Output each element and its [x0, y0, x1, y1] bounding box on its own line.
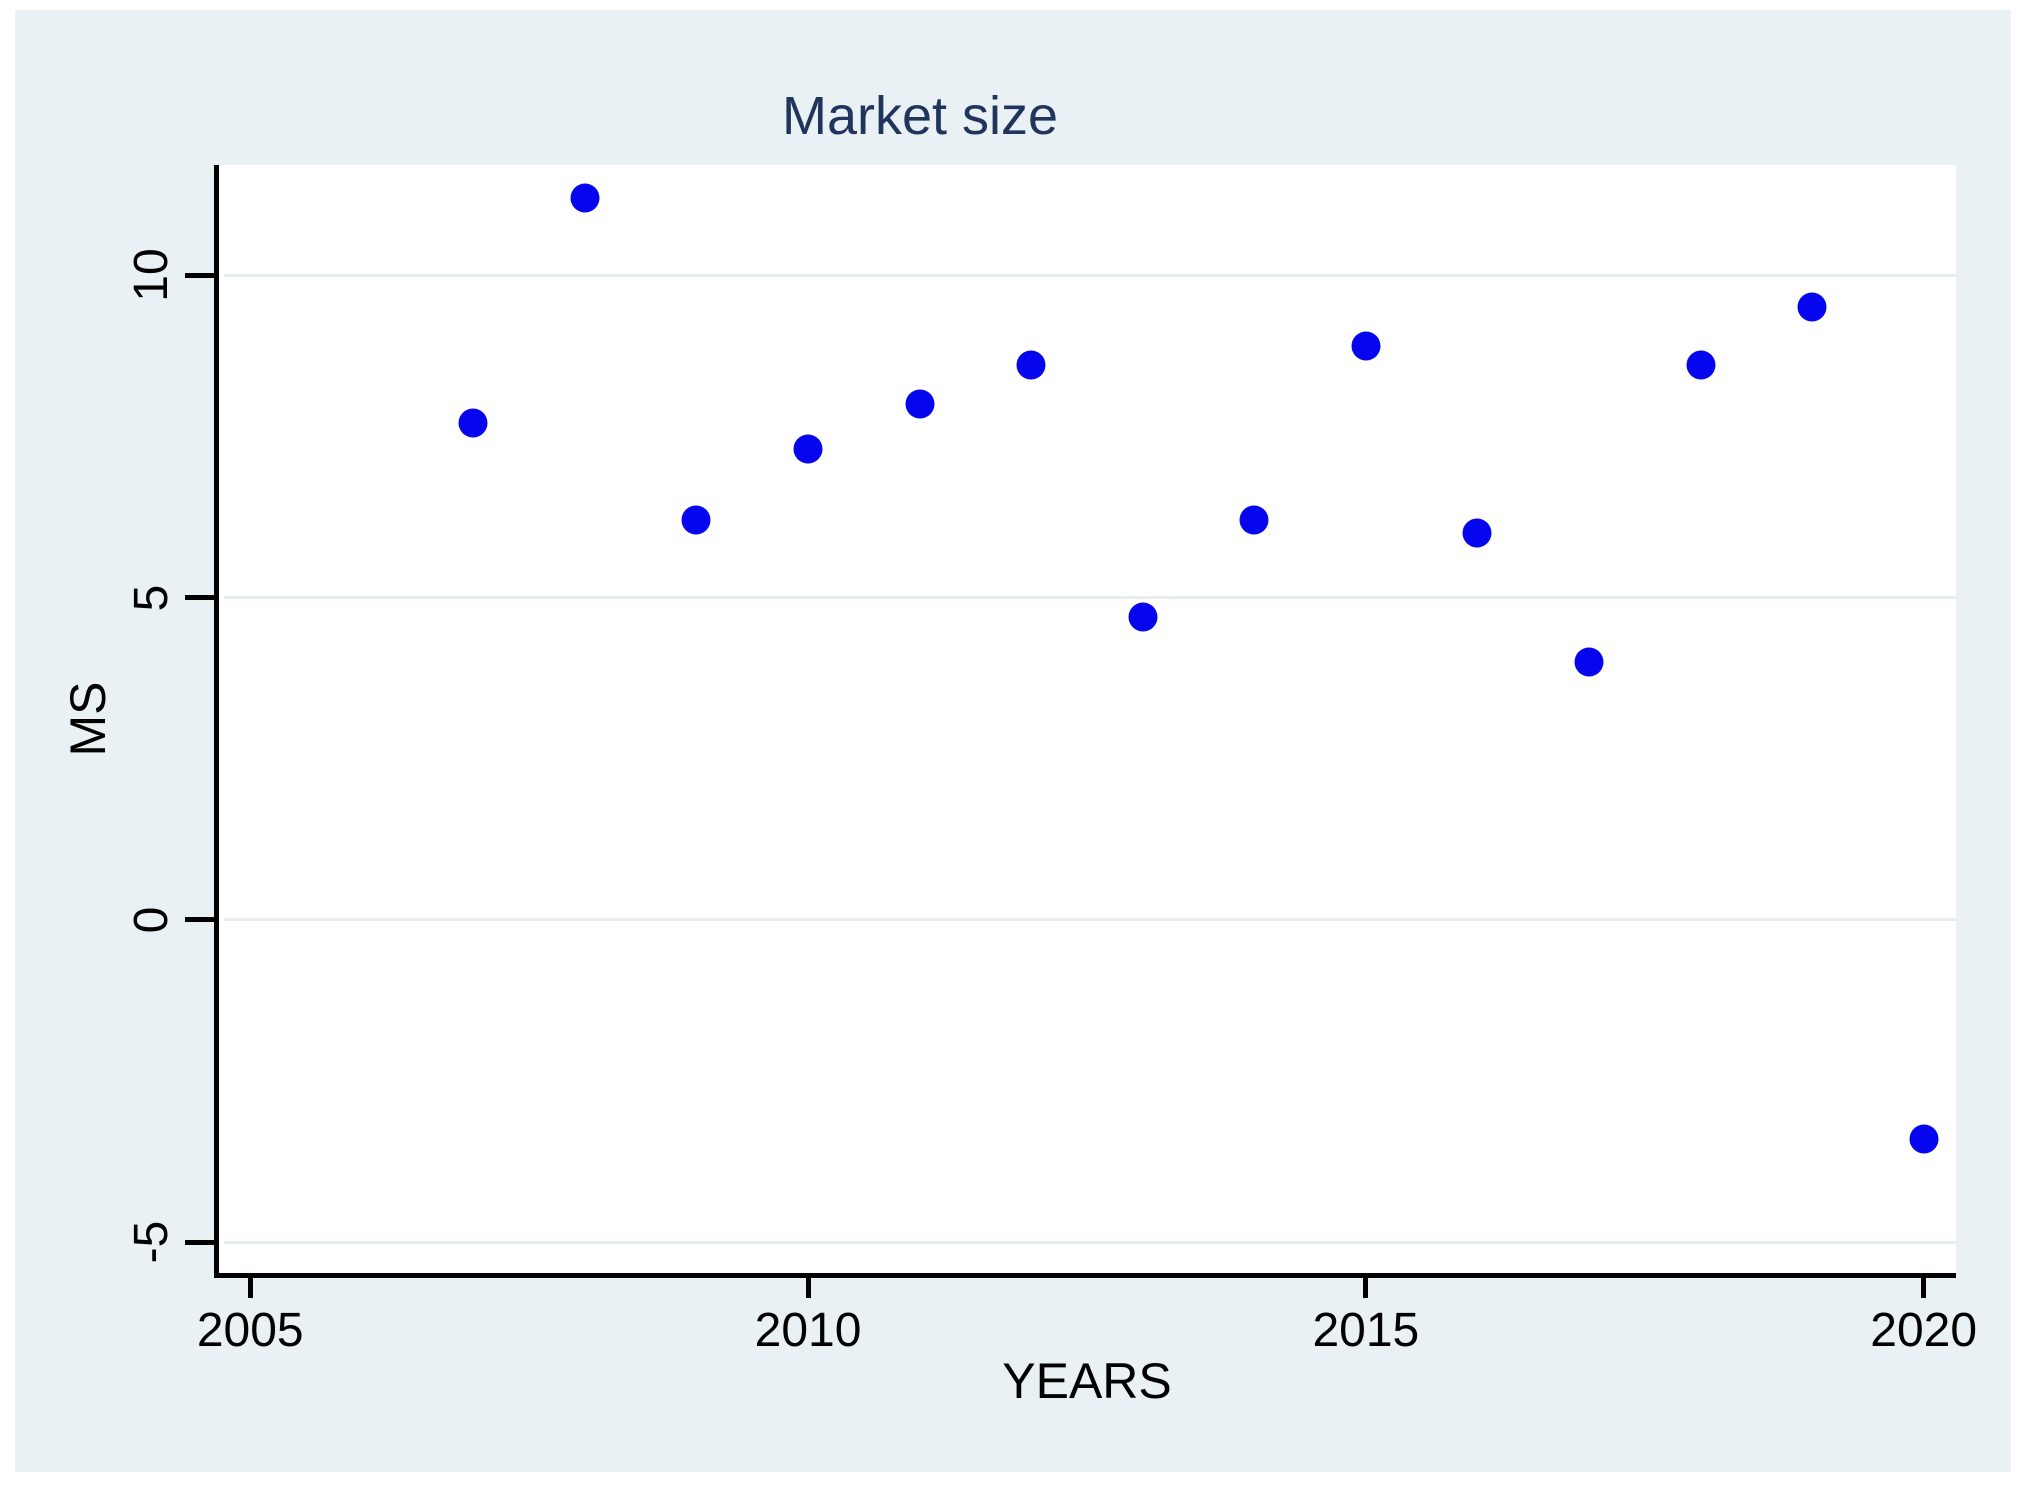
x-tick-label: 2010: [754, 1304, 862, 1357]
chart-title: Market size: [781, 86, 1059, 146]
x-tick-mark: [1363, 1278, 1369, 1298]
y-gridline: [224, 1240, 1956, 1244]
x-tick-mark: [805, 1278, 811, 1298]
y-gridline: [224, 273, 1956, 277]
data-point: [458, 408, 488, 438]
data-point: [1686, 350, 1716, 380]
y-tick-label: 0: [125, 906, 178, 934]
y-axis-line: [214, 165, 219, 1278]
data-point: [905, 389, 935, 419]
x-tick-label: 2005: [196, 1304, 304, 1357]
x-tick-mark: [247, 1278, 253, 1298]
y-tick-mark: [185, 595, 215, 600]
data-point: [1128, 602, 1158, 632]
y-axis-title: MS: [60, 681, 116, 757]
data-point: [1239, 505, 1269, 535]
x-tick-label: 2015: [1312, 1304, 1420, 1357]
data-point: [681, 505, 711, 535]
plot-area: [219, 165, 1956, 1273]
x-axis-title: YEARS: [1002, 1353, 1172, 1409]
y-tick-label: -5: [125, 1220, 178, 1264]
data-point: [793, 434, 823, 464]
y-gridline: [224, 596, 1956, 599]
data-point: [1574, 647, 1604, 677]
y-tick-mark: [185, 917, 215, 923]
x-tick-label: 2020: [1870, 1304, 1978, 1357]
y-tick-mark: [185, 272, 215, 278]
x-tick-mark: [1921, 1278, 1927, 1298]
data-point: [570, 183, 600, 213]
data-point: [1016, 350, 1046, 380]
y-gridline: [224, 918, 1956, 922]
y-tick-mark: [185, 1239, 215, 1245]
y-tick-label: 10: [125, 248, 178, 302]
data-point: [1351, 331, 1381, 361]
x-axis-line: [214, 1273, 1956, 1278]
data-point: [1462, 518, 1492, 548]
y-tick-label: 5: [125, 584, 178, 611]
data-point: [1797, 292, 1827, 322]
data-point: [1909, 1124, 1939, 1154]
